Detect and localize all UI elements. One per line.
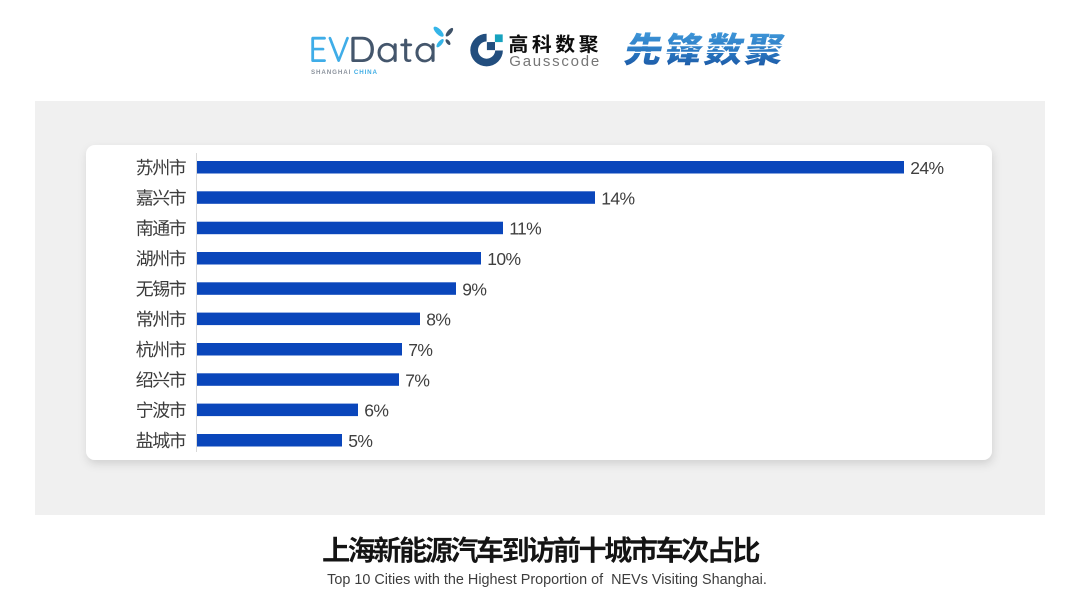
svg-text:5%: 5% bbox=[348, 431, 372, 451]
svg-text:6%: 6% bbox=[364, 401, 388, 421]
svg-text:24%: 24% bbox=[910, 158, 943, 178]
svg-text:SHANGHAI CHINA: SHANGHAI CHINA bbox=[311, 69, 378, 76]
svg-text:14%: 14% bbox=[601, 188, 634, 208]
svg-text:9%: 9% bbox=[462, 279, 486, 299]
svg-text:7%: 7% bbox=[408, 340, 432, 360]
svg-text:8%: 8% bbox=[426, 310, 450, 330]
svg-text:7%: 7% bbox=[405, 370, 429, 390]
svg-text:Gausscode: Gausscode bbox=[509, 53, 601, 70]
svg-text:10%: 10% bbox=[487, 249, 520, 269]
svg-text:11%: 11% bbox=[509, 219, 541, 239]
svg-text:Top 10 Cities with the Highest: Top 10 Cities with the Highest Proportio… bbox=[327, 572, 767, 588]
